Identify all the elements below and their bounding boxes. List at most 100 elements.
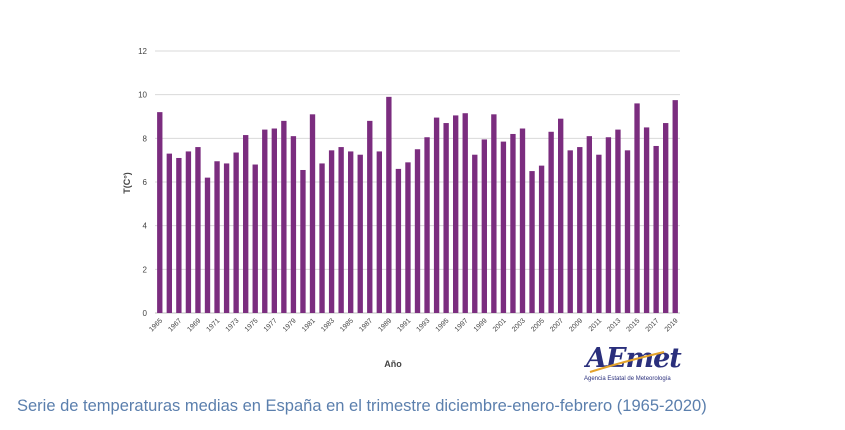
bar-1988	[376, 151, 382, 313]
bar-1990	[395, 168, 402, 313]
bar-1985	[348, 151, 354, 313]
bar-1968	[185, 151, 192, 313]
x-tick-label: 1975	[244, 317, 260, 333]
x-tick-label: 1995	[435, 317, 451, 333]
x-tick-label: 1987	[358, 317, 374, 333]
x-tick-label: 1985	[339, 317, 355, 333]
bar-2001	[500, 141, 507, 313]
bar-1991	[405, 162, 411, 313]
bar-2011	[596, 154, 602, 313]
bar-1981	[309, 114, 316, 313]
chart-figure: 0 2 4 6 8 10 12 1965 1967 1969 1971 1973 1975 1977 19…	[122, 47, 680, 369]
logo-subtitle: Agencia Estatal de Meteorología	[584, 376, 671, 382]
bar-2000	[491, 114, 497, 313]
y-tick-label: 10	[138, 91, 147, 100]
logo-swoosh-icon	[589, 351, 665, 373]
bar-1998	[472, 154, 478, 313]
x-tick-label: 1989	[377, 317, 393, 333]
x-tick-label: 1999	[473, 317, 489, 333]
bar-1975	[252, 164, 258, 313]
bar-1995	[443, 123, 449, 313]
bar-1966	[166, 153, 172, 313]
bar-1999	[481, 139, 487, 313]
y-tick-label: 12	[138, 47, 147, 56]
bar-2002	[510, 133, 516, 313]
bar-2006	[548, 131, 554, 313]
x-tick-label: 2005	[530, 317, 546, 333]
y-axis-label: T(C°)	[122, 172, 132, 194]
x-tick-label: 2003	[511, 317, 527, 333]
bar-1986	[357, 154, 363, 313]
bar-2017	[653, 145, 659, 313]
x-tick-label: 1965	[148, 317, 164, 333]
x-tick-label: 1973	[225, 317, 241, 333]
bar-1965	[157, 112, 163, 313]
bar-1971	[214, 161, 220, 313]
x-tick-label: 1967	[167, 317, 183, 333]
bar-1973	[233, 152, 239, 313]
x-tick-label: 1977	[263, 317, 279, 333]
bar-1982	[319, 163, 325, 313]
bar-1972	[223, 163, 230, 313]
bar-1984	[338, 147, 344, 313]
x-tick-label: 2009	[568, 317, 584, 333]
x-axis-label: Año	[384, 359, 402, 369]
x-tick-label: 2017	[645, 317, 661, 333]
bar-2010	[586, 136, 592, 313]
bar-2009	[577, 147, 583, 313]
bar-1996	[453, 115, 459, 313]
x-tick-label: 2001	[492, 317, 508, 333]
bar-2007	[558, 118, 564, 314]
y-tick-label: 8	[143, 134, 148, 143]
bar-1977	[271, 128, 277, 313]
bar-1983	[328, 150, 335, 313]
x-tick-label: 1983	[320, 317, 336, 333]
y-tick-label: 6	[143, 178, 148, 187]
x-tick-label: 2011	[588, 317, 604, 333]
bar-1969	[195, 147, 201, 313]
bar-1997	[462, 113, 468, 313]
bar-1979	[290, 136, 297, 313]
bar-1989	[386, 96, 392, 313]
y-tick-label: 0	[143, 309, 148, 318]
x-tick-label: 1981	[301, 317, 317, 333]
x-tick-label: 2007	[549, 317, 565, 333]
bar-2015	[634, 103, 640, 314]
bar-1993	[424, 137, 430, 313]
x-tick-label: 1971	[205, 317, 221, 333]
x-tick-label: 1997	[454, 317, 470, 333]
bar-1976	[262, 129, 268, 313]
y-tick-label: 2	[143, 265, 148, 274]
bar-2008	[567, 150, 573, 313]
x-tick-label: 1969	[186, 317, 202, 333]
x-tick-label: 2013	[606, 317, 622, 333]
x-tick-label: 1991	[396, 317, 412, 333]
bar-2016	[643, 127, 650, 313]
bar-1980	[300, 169, 306, 313]
bar-1992	[414, 149, 421, 313]
y-tick-label: 4	[143, 222, 148, 231]
bars	[157, 96, 678, 314]
bar-2019	[672, 100, 678, 314]
bar-2013	[615, 129, 621, 313]
bar-1967	[176, 157, 182, 313]
bar-1978	[281, 120, 287, 314]
bar-1970	[204, 177, 211, 313]
bar-2003	[519, 128, 526, 313]
bar-2012	[605, 137, 612, 313]
bar-2014	[624, 150, 631, 313]
x-tick-label: 1993	[415, 317, 431, 333]
bar-1987	[367, 120, 373, 314]
bar-1974	[243, 135, 249, 313]
x-tick-label: 2019	[664, 317, 680, 333]
aemet-logo: AEmet Agencia Estatal de Meteorología	[582, 344, 682, 390]
bar-2004	[529, 171, 535, 313]
y-tick-labels: 0 2 4 6 8 10 12	[138, 47, 147, 318]
x-tick-labels: 1965 1967 1969 1971 1973 1975 1977 1979 1981 1983…	[148, 317, 679, 333]
x-tick-label: 1979	[282, 317, 298, 333]
bar-2005	[538, 165, 545, 314]
bar-1994	[433, 117, 440, 313]
bar-2018	[663, 123, 669, 313]
x-tick-label: 2015	[625, 317, 641, 333]
